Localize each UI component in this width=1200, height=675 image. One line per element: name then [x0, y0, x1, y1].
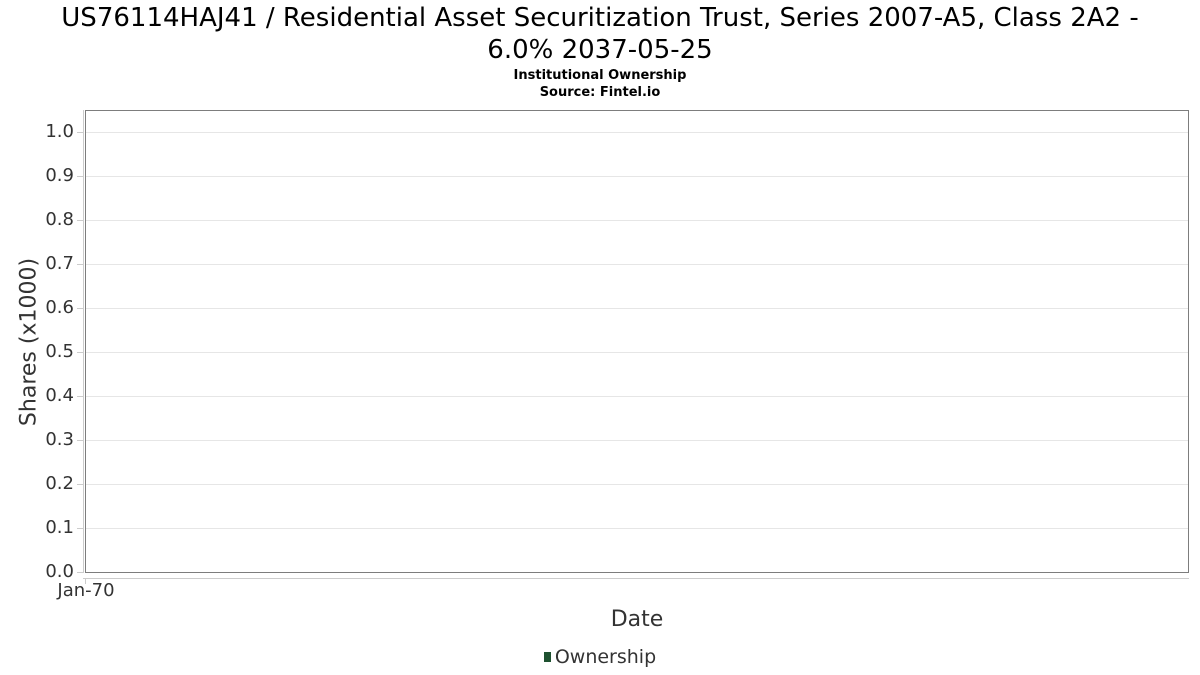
gridline-y-0.2 [86, 484, 1188, 485]
chart-title-line-1: US76114HAJ41 / Residential Asset Securit… [61, 3, 1139, 33]
chart-subtitle: Institutional Ownership [513, 68, 687, 83]
gridline-y-0.3 [86, 440, 1188, 441]
x-axis-line [83, 578, 1189, 579]
y-axis-line [83, 110, 84, 573]
y-tick-label-0.9: 0.9 [45, 165, 74, 186]
gridline-y-0.6 [86, 308, 1188, 309]
y-tick-0.0 [77, 572, 84, 573]
y-tick-label-0.4: 0.4 [45, 385, 74, 406]
gridline-y-0.9 [86, 176, 1188, 177]
y-tick-label-0.3: 0.3 [45, 429, 74, 450]
gridline-y-0.8 [86, 220, 1188, 221]
y-tick-label-0.8: 0.8 [45, 209, 74, 230]
x-axis-title: Date [610, 607, 664, 632]
y-tick-0.3 [77, 440, 84, 441]
y-tick-label-0.5: 0.5 [45, 341, 74, 362]
y-tick-label-0.7: 0.7 [45, 253, 74, 274]
y-tick-0.7 [77, 264, 84, 265]
x-tick-Jan-70 [85, 578, 86, 584]
legend-label-ownership[interactable]: Ownership [554, 646, 657, 668]
legend-marker-ownership [543, 652, 551, 662]
y-tick-label-0.6: 0.6 [45, 297, 74, 318]
y-tick-label-1.0: 1.0 [45, 121, 74, 142]
y-tick-0.9 [77, 176, 84, 177]
y-tick-label-0.0: 0.0 [45, 561, 74, 582]
gridline-y-1.0 [86, 132, 1188, 133]
y-tick-1.0 [77, 132, 84, 133]
gridline-y-0.7 [86, 264, 1188, 265]
legend: Ownership [0, 645, 1200, 669]
y-tick-0.5 [77, 352, 84, 353]
gridline-y-0.5 [86, 352, 1188, 353]
chart-title-line-2: 6.0% 2037-05-25 [487, 35, 713, 65]
plot-area [85, 110, 1189, 573]
y-tick-0.8 [77, 220, 84, 221]
y-tick-label-0.2: 0.2 [45, 473, 74, 494]
y-tick-0.6 [77, 308, 84, 309]
y-tick-label-0.1: 0.1 [45, 517, 74, 538]
y-tick-0.4 [77, 396, 84, 397]
chart-source: Source: Fintel.io [539, 85, 661, 100]
y-tick-0.1 [77, 528, 84, 529]
x-tick-label-Jan-70: Jan-70 [57, 580, 115, 601]
gridline-y-0.4 [86, 396, 1188, 397]
y-tick-0.2 [77, 484, 84, 485]
gridline-y-0.1 [86, 528, 1188, 529]
